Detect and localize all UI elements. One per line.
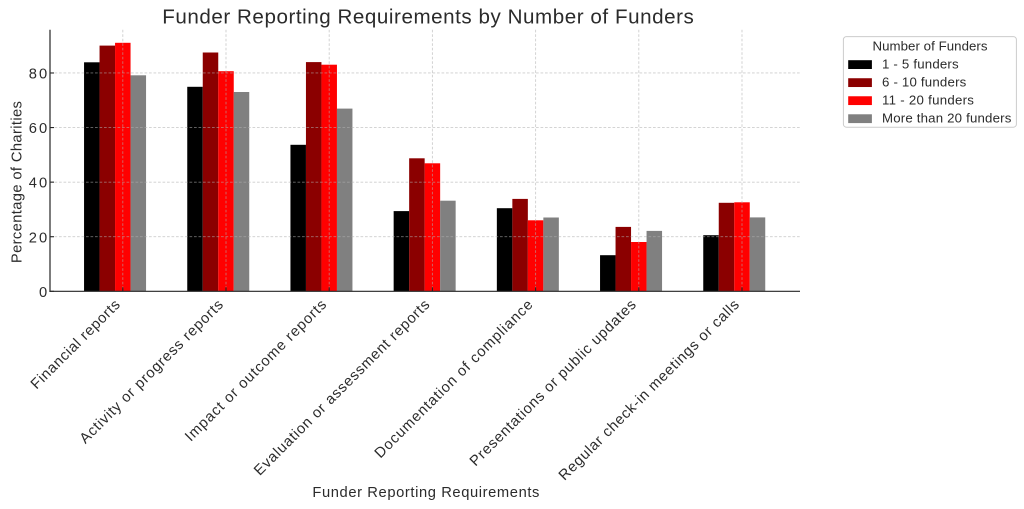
svg-text:6 - 10 funders: 6 - 10 funders bbox=[882, 75, 967, 90]
svg-text:Funder Reporting Requirements: Funder Reporting Requirements bbox=[312, 485, 539, 501]
svg-text:0: 0 bbox=[39, 285, 47, 301]
svg-text:1 - 5 funders: 1 - 5 funders bbox=[882, 57, 959, 72]
svg-text:More than 20 funders: More than 20 funders bbox=[882, 111, 1012, 126]
svg-text:Funder Reporting Requirements: Funder Reporting Requirements by Number … bbox=[162, 5, 694, 28]
svg-text:Number of Funders: Number of Funders bbox=[872, 39, 987, 54]
svg-text:Percentage of Charities: Percentage of Charities bbox=[9, 101, 25, 263]
svg-text:11 - 20 funders: 11 - 20 funders bbox=[882, 93, 974, 108]
